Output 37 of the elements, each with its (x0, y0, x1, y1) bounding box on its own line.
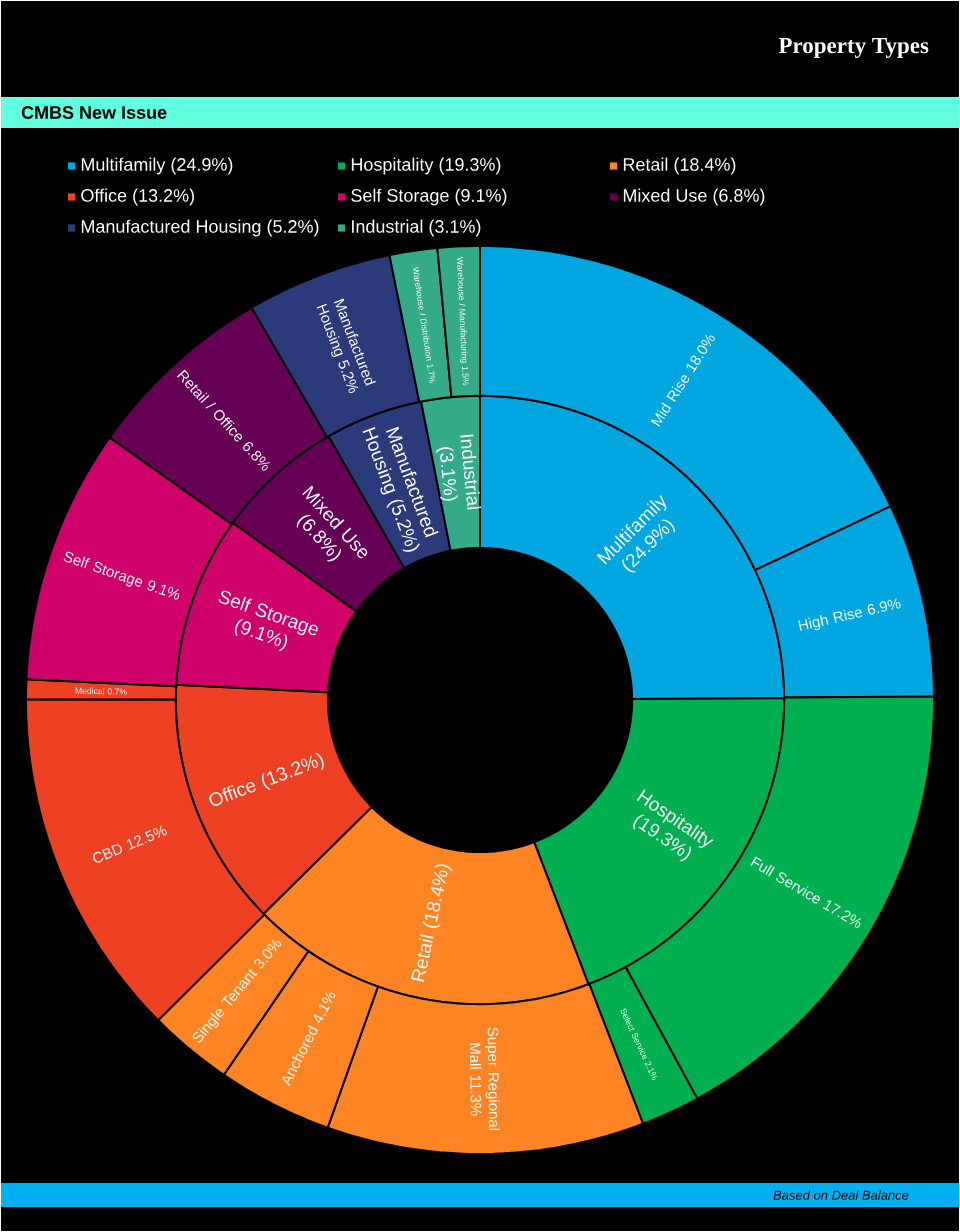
text: (13.2%) (133, 188, 195, 206)
text: (24.9%) (171, 157, 233, 175)
data-label: 9.1% (147, 580, 180, 600)
text: (5.2%) (267, 219, 319, 237)
chart-title: Property Types (778, 37, 929, 58)
slice-label: CBD (93, 844, 122, 863)
slice-label: High Rise (798, 609, 863, 631)
text: (6.8%) (713, 188, 765, 206)
data-label: 6.9% (867, 598, 901, 615)
data-label: 12.5% (126, 825, 167, 850)
data-label: 4.1% (313, 991, 336, 1024)
legend-label: Hospitality (351, 157, 434, 175)
slice-label: Warehouse / Distribution (412, 266, 432, 361)
legend-label: Industrial (352, 219, 423, 233)
legend-label: Mixed Use (623, 188, 707, 202)
legend-label: Multifamily (81, 157, 166, 175)
data-label: 0.7% (107, 688, 127, 695)
text: (19.3%) (439, 157, 501, 175)
data-label: 11.3% (470, 1075, 482, 1116)
legend-label: Self Storage (351, 188, 449, 206)
text: (9.1%) (455, 188, 507, 206)
slice-label: Warehouse / Manufacturing (457, 256, 468, 363)
text: (3.1%) (429, 219, 481, 237)
text: (18.4%) (674, 157, 736, 175)
slice-label: Office (209, 782, 256, 806)
slice-label: Retail (411, 934, 434, 982)
slice-label: Medical (75, 687, 105, 695)
chart-subtitle: CMBS New Issue (21, 106, 167, 119)
data-label: 1.7% (427, 364, 436, 383)
slice-label: Industrial (460, 434, 482, 510)
legend-label: Office (81, 188, 127, 202)
text: Based on Deal Balance (773, 1190, 909, 1200)
data-label: (18.4%) (422, 864, 453, 928)
legend-label: Retail (623, 157, 668, 171)
data-label: 2.1% (644, 1061, 658, 1080)
legend-label: Manufactured Housing (81, 219, 261, 237)
data-label: 1.5% (462, 366, 469, 386)
